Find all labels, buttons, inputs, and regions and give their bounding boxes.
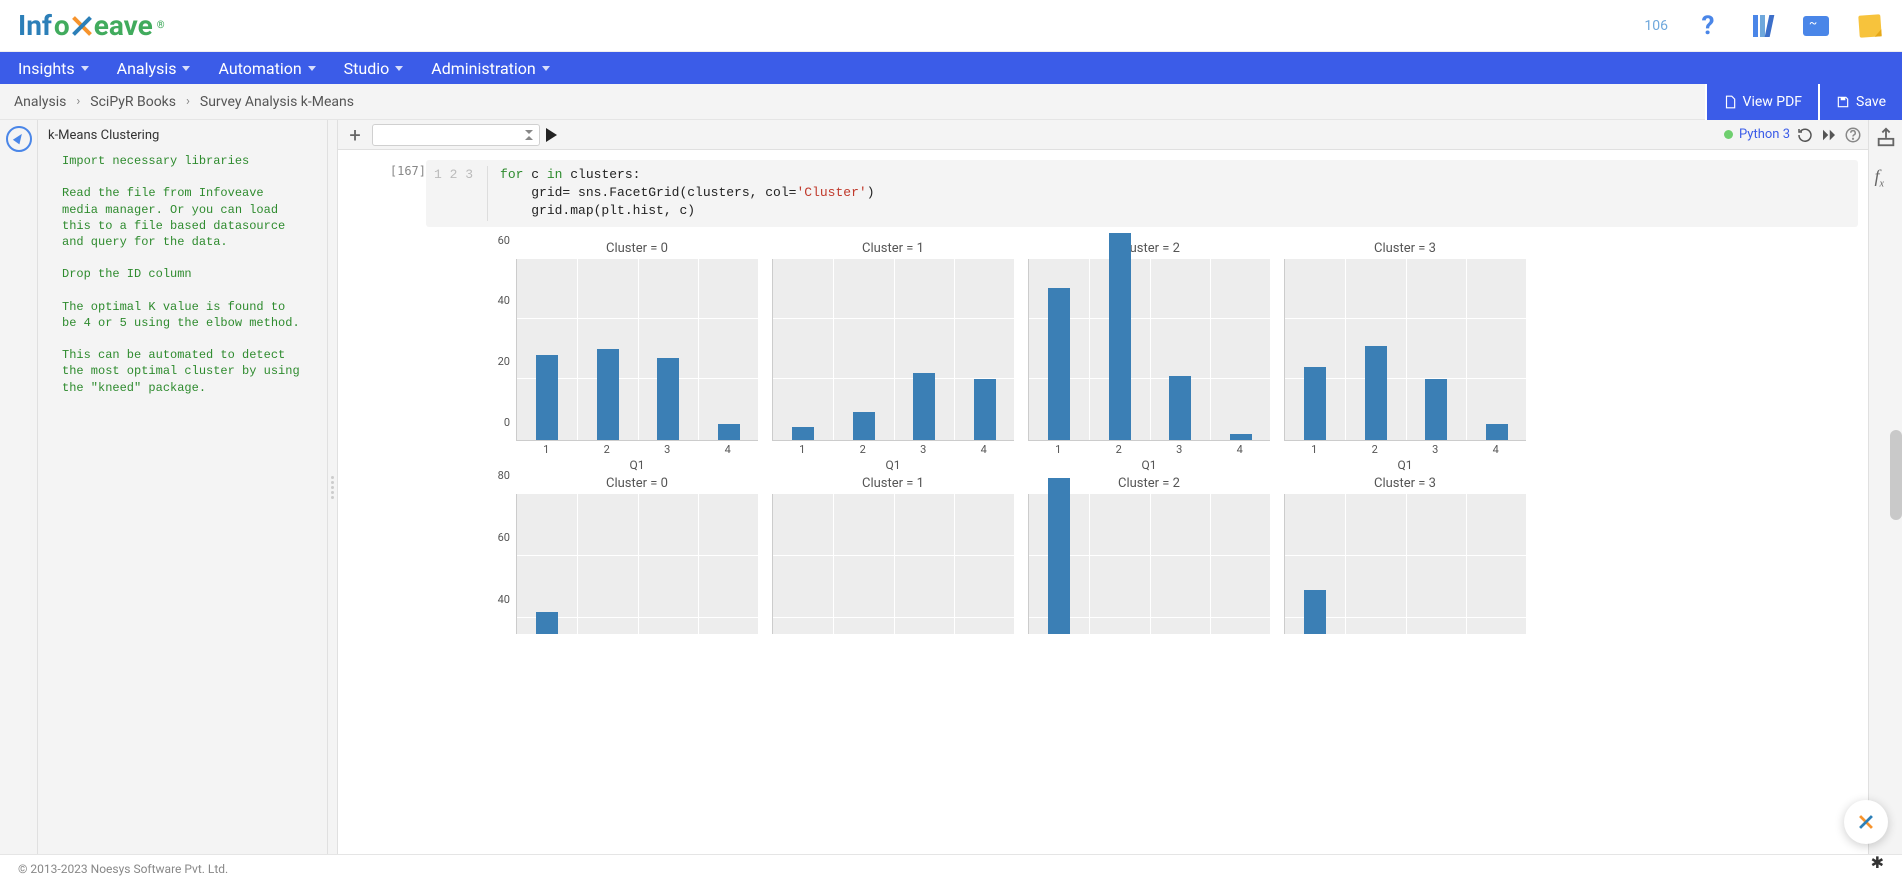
caret-icon xyxy=(308,66,316,71)
run-button[interactable] xyxy=(546,128,557,142)
crumb-books[interactable]: SciPyR Books xyxy=(90,94,176,110)
library-button[interactable] xyxy=(1748,12,1776,40)
crumb-sep: › xyxy=(76,94,80,109)
books-icon xyxy=(1753,15,1772,37)
breadcrumb-bar: Analysis › SciPyR Books › Survey Analysi… xyxy=(0,84,1902,120)
run-all-button[interactable] xyxy=(1820,126,1838,144)
chart-output: 0204060Cluster = 01234Q1Cluster = 11234Q… xyxy=(426,227,1858,634)
restart-kernel-button[interactable] xyxy=(1796,126,1814,144)
upload-icon xyxy=(1875,126,1897,148)
nav-label: Studio xyxy=(344,59,390,78)
line-numbers: 1 2 3 xyxy=(434,166,488,221)
fast-forward-icon xyxy=(1820,126,1838,144)
save-button[interactable]: Save xyxy=(1818,84,1902,120)
nav-label: Administration xyxy=(431,59,536,78)
pdf-icon xyxy=(1723,95,1737,109)
bug-report-button[interactable]: ✱ xyxy=(1871,853,1884,872)
nav-label: Analysis xyxy=(117,59,177,78)
help-icon: ? xyxy=(1702,11,1715,41)
caret-icon xyxy=(542,66,550,71)
main-nav: Insights Analysis Automation Studio Admi… xyxy=(0,52,1902,84)
help-button[interactable]: ? xyxy=(1694,12,1722,40)
fx-button[interactable]: fx xyxy=(1875,166,1897,188)
upload-button[interactable] xyxy=(1875,126,1897,148)
crumb-sep: › xyxy=(186,94,190,109)
notif-count: 106 xyxy=(1644,18,1668,34)
outline-panel: k-Means Clustering Import necessary libr… xyxy=(38,120,328,854)
caret-icon xyxy=(182,66,190,71)
view-pdf-button[interactable]: View PDF xyxy=(1705,84,1819,120)
add-cell-button[interactable]: + xyxy=(344,124,366,146)
kernel-label: Python 3 xyxy=(1739,127,1790,142)
crumb-analysis[interactable]: Analysis xyxy=(14,94,66,110)
top-header: Inf o eave ® 106 ? xyxy=(0,0,1902,52)
footer-text: © 2013-2023 Noesys Software Pvt. Ltd. xyxy=(18,862,228,876)
workspace: k-Means Clustering Import necessary libr… xyxy=(0,120,1902,854)
kernel-indicator[interactable]: Python 3 xyxy=(1724,127,1790,142)
top-icon-group: 106 ? xyxy=(1640,12,1884,40)
outline-body: Import necessary libraries Read the file… xyxy=(44,153,317,396)
caret-icon xyxy=(81,66,89,71)
notebook-body[interactable]: [167] 1 2 3 for c in clusters: grid= sns… xyxy=(338,150,1868,854)
logo-tm: ® xyxy=(157,20,165,31)
code-block[interactable]: 1 2 3 for c in clusters: grid= sns.Facet… xyxy=(426,160,1858,227)
cell-prompt: [167] xyxy=(374,160,426,638)
nav-automation[interactable]: Automation xyxy=(204,52,329,84)
logo-part3: eave xyxy=(94,9,153,42)
refresh-icon xyxy=(1796,126,1814,144)
fx-icon: fx xyxy=(1875,166,1884,186)
footer: © 2013-2023 Noesys Software Pvt. Ltd. xyxy=(0,854,1902,882)
button-label: View PDF xyxy=(1743,94,1803,110)
compass-strip xyxy=(0,120,38,854)
card-icon xyxy=(1803,16,1829,36)
code-text: for c in clusters: grid= sns.FacetGrid(c… xyxy=(488,166,874,221)
notebook-toolbar: + Python 3 xyxy=(338,120,1868,150)
caret-icon xyxy=(395,66,403,71)
nb-help-button[interactable] xyxy=(1844,126,1862,144)
crumb-current: Survey Analysis k-Means xyxy=(200,94,354,110)
compass-icon[interactable] xyxy=(6,126,32,152)
scrollbar-thumb[interactable] xyxy=(1890,430,1902,520)
nav-analysis[interactable]: Analysis xyxy=(103,52,205,84)
nav-administration[interactable]: Administration xyxy=(417,52,564,84)
help-circle-icon xyxy=(1844,126,1862,144)
logo-icon xyxy=(1858,814,1875,831)
notifications-button[interactable]: 106 xyxy=(1640,12,1668,40)
logo[interactable]: Inf o eave ® xyxy=(18,9,165,42)
logo-part2: o xyxy=(54,9,70,42)
nav-studio[interactable]: Studio xyxy=(330,52,418,84)
note-icon xyxy=(1858,14,1881,37)
notes-button[interactable] xyxy=(1856,12,1884,40)
nav-label: Insights xyxy=(18,59,75,78)
save-icon xyxy=(1836,95,1850,109)
float-logo-button[interactable] xyxy=(1844,800,1888,844)
cell-type-select[interactable] xyxy=(372,124,540,146)
code-cell[interactable]: [167] 1 2 3 for c in clusters: grid= sns… xyxy=(338,160,1868,648)
nav-label: Automation xyxy=(218,59,301,78)
logo-part1: Inf xyxy=(18,9,52,42)
kernel-status-icon xyxy=(1724,130,1733,139)
panel-drag-handle[interactable] xyxy=(328,120,338,854)
logo-icon xyxy=(70,14,94,38)
outline-title: k-Means Clustering xyxy=(44,128,317,143)
button-label: Save xyxy=(1856,94,1886,110)
nav-insights[interactable]: Insights xyxy=(4,52,103,84)
dashboard-button[interactable] xyxy=(1802,12,1830,40)
notebook: + Python 3 [167] 1 2 3 xyxy=(338,120,1868,854)
